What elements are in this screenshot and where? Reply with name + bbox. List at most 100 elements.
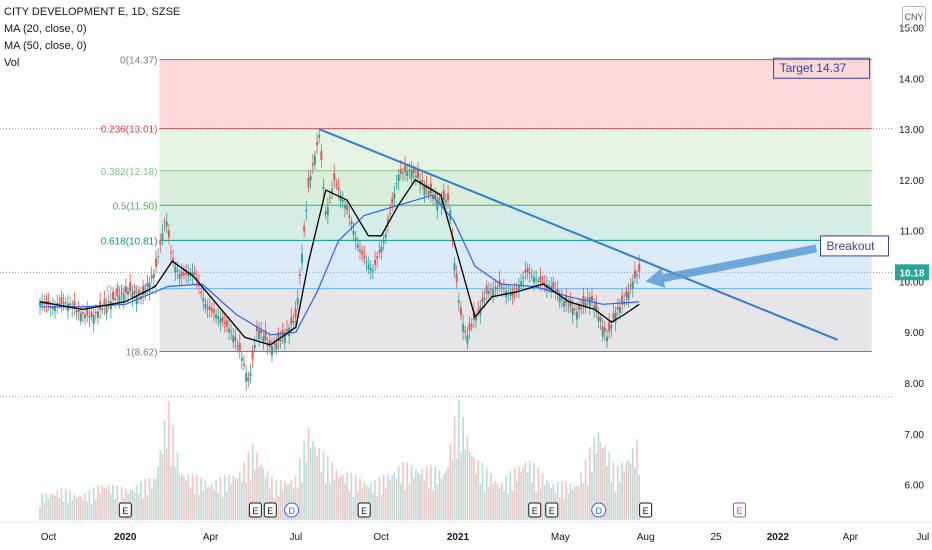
volume-bar bbox=[245, 483, 247, 520]
earnings-event-marker bbox=[357, 502, 371, 518]
volume-bar bbox=[320, 471, 323, 520]
candle-body bbox=[96, 311, 99, 318]
candle-body bbox=[354, 237, 357, 241]
volume-bar bbox=[67, 503, 69, 520]
candle-body bbox=[621, 295, 624, 305]
candle-body bbox=[595, 301, 598, 312]
volume-bar bbox=[198, 494, 200, 520]
candle-body bbox=[614, 312, 617, 323]
volume-bar bbox=[271, 476, 273, 520]
currency-button[interactable]: CNY bbox=[902, 6, 926, 28]
x-tick-label: 2022 bbox=[767, 532, 790, 543]
candle-body bbox=[283, 334, 286, 343]
volume-bar bbox=[191, 473, 194, 520]
volume-bar bbox=[625, 461, 628, 520]
candle-body bbox=[427, 190, 430, 195]
candle-body bbox=[137, 290, 140, 296]
candle-body bbox=[313, 155, 316, 165]
candle-body bbox=[601, 326, 604, 337]
candle-body bbox=[597, 316, 600, 321]
candle-body bbox=[296, 298, 299, 305]
volume-bar bbox=[281, 490, 284, 520]
candle-body bbox=[408, 169, 411, 171]
volume-bar bbox=[137, 494, 140, 520]
candle-body bbox=[487, 291, 490, 295]
volume-bar bbox=[99, 493, 101, 520]
candle-body bbox=[528, 272, 531, 275]
volume-bar bbox=[507, 494, 510, 520]
volume-bar bbox=[552, 483, 555, 520]
volume-bar bbox=[103, 487, 106, 520]
x-tick-label: 2020 bbox=[114, 532, 137, 543]
candle-body bbox=[401, 172, 404, 174]
volume-bar bbox=[365, 484, 368, 520]
volume-bar bbox=[305, 462, 308, 520]
candle-body bbox=[225, 320, 228, 327]
volume-bar bbox=[518, 466, 520, 520]
candle-body bbox=[350, 221, 353, 225]
volume-bar bbox=[148, 477, 151, 520]
candle-body bbox=[148, 282, 151, 292]
volume-bar bbox=[150, 488, 153, 520]
volume-bar bbox=[580, 472, 583, 520]
candle-body bbox=[260, 330, 263, 334]
candle-body bbox=[129, 282, 132, 292]
candle-body bbox=[262, 336, 265, 342]
volume-bar bbox=[601, 448, 604, 520]
candle-body bbox=[511, 290, 514, 296]
candle-body bbox=[103, 299, 106, 307]
volume-bar bbox=[447, 467, 449, 520]
volume-bar bbox=[114, 498, 116, 520]
volume-bar bbox=[569, 483, 572, 520]
volume-bar bbox=[393, 472, 396, 520]
volume-bar bbox=[402, 461, 404, 520]
candle-body bbox=[369, 268, 372, 271]
candle-body bbox=[593, 306, 596, 310]
volume-bar bbox=[436, 484, 439, 520]
fib-label-4: 0.618(10.81) bbox=[101, 236, 158, 247]
volume-bar bbox=[464, 449, 467, 520]
candle-body bbox=[236, 345, 239, 347]
candle-body bbox=[320, 151, 323, 160]
candle-body bbox=[150, 275, 153, 279]
volume-bar bbox=[475, 473, 477, 520]
candle-body bbox=[423, 185, 426, 196]
volume-bar bbox=[473, 457, 475, 520]
candle-body bbox=[172, 258, 175, 263]
volume-bar bbox=[425, 466, 428, 520]
candle-body bbox=[453, 263, 456, 271]
candle-body bbox=[88, 316, 91, 318]
fib-label-1: 0.236(13.01) bbox=[101, 125, 158, 136]
candle-body bbox=[464, 330, 467, 333]
candle-body bbox=[159, 240, 162, 245]
candle-body bbox=[249, 373, 252, 377]
candle-body bbox=[331, 189, 334, 192]
candle-body bbox=[217, 316, 220, 319]
volume-bar bbox=[537, 467, 540, 520]
volume-bar bbox=[586, 485, 589, 520]
earnings-event-marker bbox=[118, 502, 132, 518]
volume-bar bbox=[481, 462, 484, 520]
volume-bar bbox=[258, 466, 260, 520]
candle-body bbox=[554, 290, 557, 292]
candle-body bbox=[79, 312, 82, 322]
volume-bar bbox=[217, 493, 220, 520]
candle-body bbox=[58, 303, 61, 305]
volume-bar bbox=[251, 444, 254, 520]
candle-body bbox=[154, 258, 157, 267]
breakout-arrow bbox=[645, 244, 817, 288]
candle-body bbox=[393, 193, 396, 199]
volume-bar bbox=[294, 475, 297, 520]
volume-bar bbox=[234, 477, 237, 520]
volume-bar bbox=[604, 445, 606, 520]
candle-body bbox=[552, 282, 555, 289]
candle-body bbox=[193, 273, 196, 275]
candle-body bbox=[459, 307, 462, 316]
fib-label-3: 0.5(11.50) bbox=[113, 201, 158, 212]
volume-bar bbox=[324, 483, 327, 520]
x-tick-label: Jul bbox=[916, 532, 929, 543]
volume-bar bbox=[451, 459, 454, 520]
candle-body bbox=[346, 205, 349, 211]
volume-bar bbox=[58, 497, 61, 520]
